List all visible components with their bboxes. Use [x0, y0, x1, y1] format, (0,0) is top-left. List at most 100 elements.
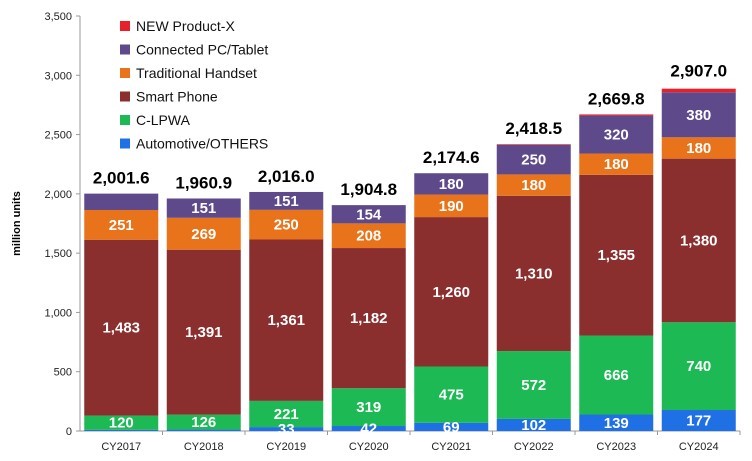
total-label: 1,960.9 — [175, 173, 232, 192]
y-tick-label: 1,500 — [44, 248, 72, 260]
bar-segment-connected-pc-tablet — [496, 144, 571, 175]
bar-segment-traditional-handset — [661, 137, 736, 159]
bar-segment-c-lpwa — [331, 388, 406, 427]
data-label-traditional-handset: 180 — [521, 177, 546, 194]
bar-segment-automotive-others — [496, 418, 571, 431]
bar-segment-c-lpwa — [496, 351, 571, 419]
bar-segment-smart-phone — [331, 248, 406, 389]
bar-segment-traditional-handset — [579, 153, 654, 175]
bar-segment-automotive-others — [166, 429, 241, 431]
total-label: 2,907.0 — [670, 61, 727, 80]
data-label-c-lpwa: 120 — [109, 415, 134, 432]
bar-segment-traditional-handset — [331, 223, 406, 249]
data-label-c-lpwa: 475 — [439, 387, 464, 404]
data-label-c-lpwa: 740 — [686, 358, 711, 375]
y-tick-label: 0 — [66, 426, 72, 438]
bars — [84, 88, 736, 431]
bar-segment-traditional-handset — [496, 174, 571, 196]
data-label-connected-pc-tablet: 380 — [686, 107, 711, 124]
bar-segment-traditional-handset — [166, 217, 241, 250]
data-label-traditional-handset: 269 — [191, 226, 216, 243]
bar-segment-smart-phone — [84, 239, 159, 416]
bar-segment-new-product-x — [661, 88, 736, 93]
data-label-traditional-handset: 251 — [109, 217, 134, 234]
x-tick-label: CY2024 — [679, 441, 719, 453]
data-label-c-lpwa: 666 — [604, 367, 629, 384]
data-label-smart-phone: 1,310 — [515, 265, 553, 282]
legend-swatch-smart-phone — [120, 91, 130, 102]
data-label-smart-phone: 1,380 — [680, 232, 718, 249]
bar-segment-traditional-handset — [84, 209, 159, 240]
data-label-traditional-handset: 208 — [356, 228, 381, 245]
data-label-connected-pc-tablet: 151 — [191, 200, 216, 217]
bar-segment-c-lpwa — [84, 415, 159, 430]
y-tick-label: 1,000 — [44, 307, 72, 319]
total-label: 1,904.8 — [340, 180, 397, 199]
y-tick-label: 3,500 — [44, 11, 72, 23]
bar-segment-connected-pc-tablet — [84, 193, 159, 210]
legend-label-new-product-x: NEW Product-X — [136, 18, 235, 34]
bar-segment-c-lpwa — [166, 414, 241, 430]
data-label-smart-phone: 1,391 — [185, 324, 223, 341]
data-label-smart-phone: 1,182 — [350, 310, 388, 327]
data-label-c-lpwa: 126 — [191, 414, 216, 431]
total-label: 2,174.6 — [423, 148, 480, 167]
data-label-c-lpwa: 572 — [521, 377, 546, 394]
legend-swatch-c-lpwa — [120, 115, 130, 125]
y-axis-title: million units — [11, 191, 23, 256]
legend-swatch-traditional-handset — [120, 68, 130, 78]
legend-swatch-connected-pc-tablet — [120, 44, 130, 55]
y-tick-label: 500 — [54, 367, 72, 379]
bar-segment-c-lpwa — [414, 366, 489, 423]
data-label-automotive-others: 139 — [604, 415, 629, 432]
data-label-automotive-others: 42 — [360, 421, 377, 438]
data-label-c-lpwa: 319 — [356, 399, 381, 416]
bar-segment-new-product-x — [496, 144, 571, 145]
data-label-automotive-others: 102 — [521, 417, 546, 434]
x-tick-label: CY2022 — [514, 441, 554, 453]
x-tick-label: CY2019 — [266, 441, 306, 453]
data-label-connected-pc-tablet: 250 — [521, 152, 546, 169]
x-tick-label: CY2020 — [349, 441, 389, 453]
bar-segment-smart-phone — [249, 239, 324, 401]
data-label-traditional-handset: 250 — [274, 217, 299, 234]
bar-segment-smart-phone — [496, 195, 571, 352]
data-label-smart-phone: 1,361 — [267, 312, 305, 329]
bar-segment-smart-phone — [414, 217, 489, 367]
data-label-connected-pc-tablet: 320 — [604, 127, 629, 144]
bar-segment-traditional-handset — [414, 194, 489, 218]
bar-segment-automotive-others — [331, 426, 406, 431]
bar-segment-smart-phone — [579, 174, 654, 336]
y-tick-label: 2,000 — [44, 189, 72, 201]
x-tick-label: CY2021 — [431, 441, 471, 453]
x-tick-label: CY2023 — [596, 441, 636, 453]
data-label-smart-phone: 1,355 — [597, 247, 635, 264]
y-tick-label: 3,000 — [44, 70, 72, 82]
legend-label-c-lpwa: C-LPWA — [136, 112, 191, 128]
data-label-automotive-others: 69 — [443, 419, 460, 436]
axes: 0 500 1,000 1,500 2,000 2,500 3,000 3,500 CY2017… — [44, 11, 741, 453]
bar-segment-automotive-others — [84, 429, 159, 431]
bar-segment-new-product-x — [579, 114, 654, 116]
data-label-smart-phone: 1,483 — [102, 320, 140, 337]
data-label-connected-pc-tablet: 154 — [356, 206, 382, 223]
legend-label-connected-pc-tablet: Connected PC/Tablet — [136, 42, 268, 58]
legend-label-automotive-others: Automotive/OTHERS — [136, 136, 268, 152]
data-label-traditional-handset: 180 — [604, 156, 629, 173]
bar-segment-traditional-handset — [249, 209, 324, 240]
bar-segment-connected-pc-tablet — [579, 115, 654, 154]
bar-segment-connected-pc-tablet — [166, 198, 241, 218]
y-tick-label: 2,500 — [44, 130, 72, 142]
total-label: 2,669.8 — [588, 89, 645, 108]
bar-segment-automotive-others — [579, 414, 654, 431]
bar-segment-c-lpwa — [249, 400, 324, 428]
legend-label-traditional-handset: Traditional Handset — [136, 65, 257, 81]
bar-segment-smart-phone — [166, 249, 241, 415]
bar-segment-connected-pc-tablet — [331, 205, 406, 224]
data-label-connected-pc-tablet: 180 — [439, 176, 464, 193]
data-label-smart-phone: 1,260 — [432, 284, 470, 301]
data-label-connected-pc-tablet: 151 — [274, 193, 299, 210]
